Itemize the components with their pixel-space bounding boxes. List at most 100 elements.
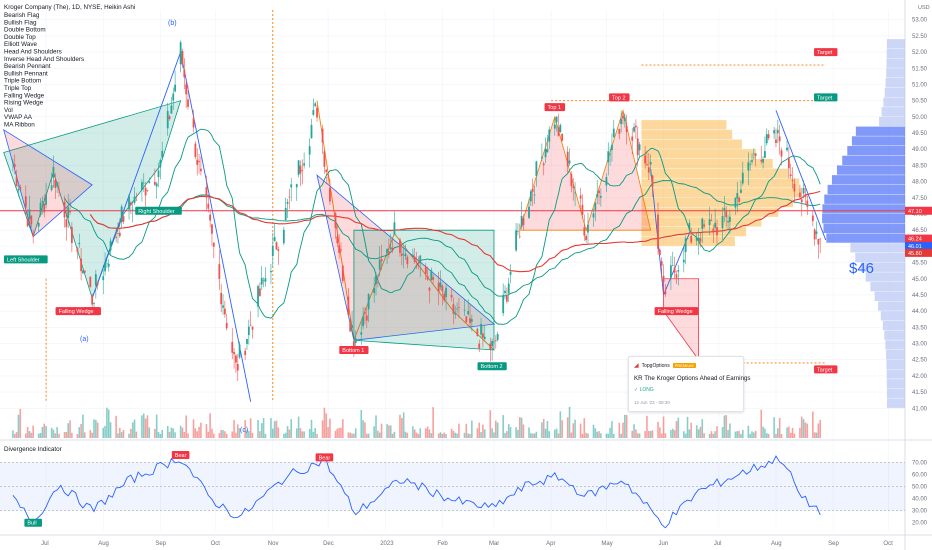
candle-body — [183, 69, 186, 78]
candle-body — [504, 290, 506, 294]
volume-bar — [788, 426, 790, 438]
vp-bar — [851, 136, 905, 146]
volume-bar — [725, 415, 728, 438]
pattern-label-bg — [544, 103, 566, 112]
volume-bar — [401, 418, 403, 438]
volume-bar — [509, 427, 512, 438]
volume-bar — [321, 420, 324, 438]
candle-body — [321, 128, 324, 143]
candle-body — [548, 129, 551, 142]
idea-card[interactable]: ◢ TopgOptions PREMIUM KR The Kroger Opti… — [628, 356, 751, 412]
volume-bar — [439, 432, 442, 438]
vp-bar — [880, 311, 905, 321]
candle-body — [303, 163, 306, 166]
candle-body — [800, 199, 803, 203]
candle-body — [43, 204, 46, 213]
volume-bar — [753, 432, 755, 438]
vp-bar — [860, 262, 905, 272]
volume-bar — [412, 426, 414, 438]
candle-body — [146, 189, 149, 191]
volume-profile — [641, 39, 905, 408]
candle-body — [413, 256, 416, 262]
candle-body — [13, 164, 16, 167]
volume-bar — [633, 424, 635, 438]
volume-bar — [686, 416, 689, 438]
candle-body — [695, 237, 698, 241]
price-tag — [905, 242, 932, 251]
ma-line — [89, 190, 821, 273]
candle-body — [623, 117, 626, 122]
double-top-area — [519, 108, 652, 232]
candle-body — [716, 227, 718, 236]
candle-body — [96, 282, 99, 285]
volume-bar — [375, 415, 377, 438]
candle-body — [406, 256, 409, 265]
double-bottom-area — [353, 229, 495, 351]
volume-bar — [636, 433, 639, 438]
volume-bar — [342, 419, 344, 438]
candle-body — [633, 127, 635, 132]
candle-body — [494, 340, 497, 342]
volume-bar — [43, 423, 46, 438]
volume-bar — [530, 433, 532, 438]
volume-bar — [39, 432, 42, 438]
candle-body — [24, 196, 27, 208]
candle-body — [780, 150, 783, 157]
volume-bar — [491, 428, 493, 438]
candle-body — [441, 285, 444, 292]
indicator-title: Divergence Indicator — [4, 446, 62, 453]
candle-body — [107, 263, 110, 267]
candle-body — [144, 187, 147, 196]
volume-bar — [205, 424, 208, 438]
candle-body — [725, 210, 728, 218]
osc-tick: 30.00 — [912, 509, 928, 515]
legend-item: Bullish Flag — [4, 19, 37, 26]
time-tick: Feb — [437, 541, 448, 547]
vp-bar — [886, 48, 905, 59]
time-tick: Nov — [268, 541, 279, 547]
volume-bar — [106, 407, 108, 438]
price-tick: 48.00 — [912, 180, 928, 186]
vp-session-bar — [641, 158, 773, 169]
vp-bar — [855, 126, 905, 136]
candle-body — [273, 236, 276, 242]
volume-bar — [546, 420, 549, 438]
vp-bar — [822, 204, 905, 214]
legend-item: Rising Wedge — [4, 100, 44, 107]
candle-body — [482, 333, 484, 338]
volume-bar — [104, 425, 106, 438]
candle-body — [811, 215, 814, 222]
pattern-label-text: Right Shoulder — [138, 209, 175, 215]
candle-body — [557, 127, 560, 136]
pattern-label-bg — [654, 307, 699, 316]
volume-bar — [270, 417, 272, 438]
candle-body — [625, 125, 628, 132]
volume-bar — [522, 424, 525, 438]
volume-bar — [432, 407, 434, 438]
volume-bar — [238, 428, 241, 438]
volume-bar — [592, 424, 595, 438]
candle-body — [196, 159, 199, 165]
candle-body — [264, 278, 267, 282]
volume-bar — [467, 433, 469, 438]
volume-bar — [804, 422, 807, 438]
candle-body — [478, 343, 481, 349]
vp-bar — [884, 330, 905, 340]
candle-body — [286, 201, 289, 204]
candle-body — [244, 350, 247, 356]
volume-bar — [154, 428, 156, 438]
volume-bar — [235, 432, 237, 438]
idea-title[interactable]: KR The Kroger Options Ahead of Earnings — [634, 375, 751, 382]
candle-body — [257, 286, 259, 307]
time-tick: Sep — [155, 541, 166, 547]
pattern-label-text: Bear — [319, 455, 331, 461]
volume-bar — [109, 422, 112, 438]
vp-bar — [886, 58, 905, 68]
volume-bar — [144, 418, 147, 438]
currency-label: USD — [918, 5, 930, 11]
volume-bar — [518, 417, 521, 438]
candle-body — [380, 258, 383, 262]
candle-body — [161, 150, 164, 158]
pattern-label-bg — [24, 518, 42, 527]
